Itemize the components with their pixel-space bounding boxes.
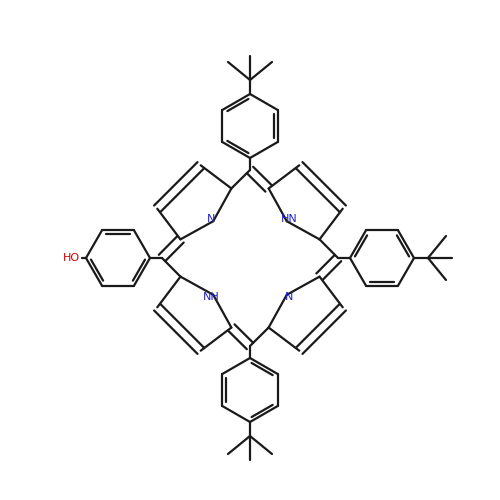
Text: N: N xyxy=(207,214,216,224)
Text: N: N xyxy=(284,292,293,302)
Text: HN: HN xyxy=(280,214,297,224)
Text: NH: NH xyxy=(203,292,220,302)
Text: HO: HO xyxy=(63,253,80,263)
